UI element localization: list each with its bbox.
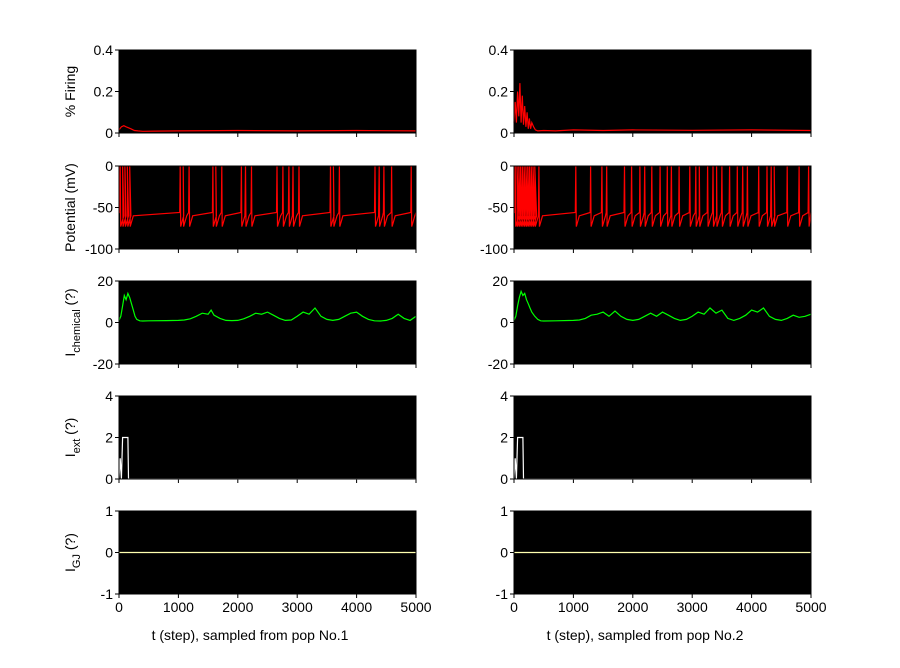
plot-frame <box>513 165 812 250</box>
y-tick-label: -50 <box>488 200 508 216</box>
plot-frame <box>118 165 417 250</box>
x-tick-label: 3000 <box>677 599 708 615</box>
plot-area <box>514 166 811 249</box>
y-tick-label: 0 <box>105 125 113 141</box>
series-line <box>513 83 812 132</box>
y-tick-label: -50 <box>93 200 113 216</box>
panel-firing-pop1: 0 0.2 0.4 % Firing <box>62 42 417 141</box>
y-tick-label: 4 <box>105 388 113 404</box>
y-tick-label: 0 <box>500 471 508 487</box>
y-tick-label: -20 <box>93 356 113 372</box>
plot-area <box>119 281 416 364</box>
x-tick-label: 4000 <box>341 599 372 615</box>
plot-area <box>514 396 811 479</box>
x-tick-label: 2000 <box>617 599 648 615</box>
y-tick-label: 20 <box>97 273 113 289</box>
y-axis-label: Ichemical (?) <box>62 288 83 356</box>
y-tick-label: -1 <box>496 586 509 602</box>
plot-frame <box>118 395 417 480</box>
plot-frame <box>118 280 417 365</box>
y-axis-label: Potential (mV) <box>62 163 78 252</box>
y-tick-label: 0 <box>105 315 113 331</box>
plot-frame <box>513 280 812 365</box>
y-axis-label: IGJ (?) <box>62 533 83 572</box>
panel-ichem-pop1: -20 0 20 Ichemical (?) <box>62 273 417 372</box>
series-line <box>118 291 417 322</box>
y-tick-label: 0 <box>105 545 113 561</box>
series-line <box>513 436 811 480</box>
x-tick-label: 5000 <box>400 599 431 615</box>
y-tick-label: 0 <box>500 545 508 561</box>
plot-frame <box>513 49 812 134</box>
x-axis-label-pop1: t (step), sampled from pop No.1 <box>152 627 349 643</box>
y-tick-label: 0.2 <box>94 84 114 100</box>
y-tick-label: 0 <box>105 471 113 487</box>
y-tick-label: 0 <box>500 315 508 331</box>
x-tick-label: 4000 <box>736 599 767 615</box>
y-tick-label: 1 <box>105 503 113 519</box>
x-tick-label: 1000 <box>558 599 589 615</box>
y-tick-label: 2 <box>105 430 113 446</box>
x-tick-label: 0 <box>115 599 123 615</box>
plot-frame <box>118 49 417 134</box>
y-tick-label: 4 <box>500 388 508 404</box>
y-tick-label: -100 <box>85 241 113 257</box>
plot-area <box>514 281 811 364</box>
plot-area <box>119 50 416 133</box>
panel-iext-pop2: 0 2 4 <box>500 388 812 487</box>
plot-frame <box>118 510 417 595</box>
series-line <box>513 289 812 322</box>
x-tick-label: 5000 <box>795 599 826 615</box>
x-axis-label-pop2: t (step), sampled from pop No.2 <box>547 627 744 643</box>
y-tick-label: 0 <box>105 158 113 174</box>
plot-frame <box>513 510 812 595</box>
panel-potential-pop2: -100 -50 0 <box>480 158 812 257</box>
y-axis-label: Iext (?) <box>62 418 83 458</box>
plot-area <box>119 166 416 249</box>
y-tick-label: 0.2 <box>489 84 509 100</box>
plot-area <box>119 396 416 479</box>
x-tick-label: 0 <box>510 599 518 615</box>
y-tick-label: -1 <box>101 586 114 602</box>
y-tick-label: 0 <box>500 125 508 141</box>
y-tick-label: 0.4 <box>94 42 114 58</box>
y-tick-label: -100 <box>480 241 508 257</box>
panel-potential-pop1: -100 -50 0 Potential (mV) <box>62 158 417 257</box>
x-tick-label: 3000 <box>282 599 313 615</box>
panel-ichem-pop2: -20 0 20 <box>488 273 812 372</box>
y-tick-label: 2 <box>500 430 508 446</box>
panel-iext-pop1: 0 2 4 Iext (?) <box>62 388 417 487</box>
x-tick-label: 1000 <box>163 599 194 615</box>
plot-area <box>514 50 811 133</box>
y-axis-label: % Firing <box>62 66 78 117</box>
y-tick-label: 0.4 <box>489 42 509 58</box>
panel-firing-pop2: 0 0.2 0.4 <box>489 42 812 141</box>
series-line <box>119 165 417 227</box>
series-line <box>118 125 417 132</box>
y-tick-label: 20 <box>492 273 508 289</box>
y-tick-label: 1 <box>500 503 508 519</box>
series-line <box>514 165 812 227</box>
y-tick-label: 0 <box>500 158 508 174</box>
plot-frame <box>513 395 812 480</box>
series-line <box>118 436 416 480</box>
y-tick-label: -20 <box>488 356 508 372</box>
x-tick-label: 2000 <box>222 599 253 615</box>
